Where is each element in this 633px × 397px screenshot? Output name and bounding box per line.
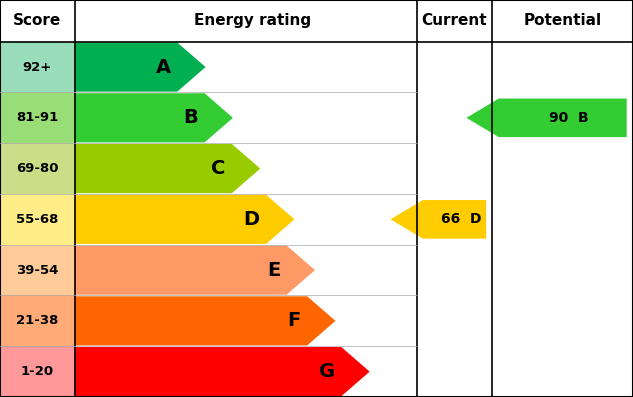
Polygon shape bbox=[75, 296, 335, 345]
Text: Score: Score bbox=[13, 13, 61, 28]
Text: 81-91: 81-91 bbox=[16, 111, 58, 124]
Text: Current: Current bbox=[422, 13, 487, 28]
Bar bbox=[0, 143, 75, 194]
Text: 21-38: 21-38 bbox=[16, 314, 58, 328]
Bar bbox=[0, 194, 75, 245]
Text: F: F bbox=[287, 311, 301, 330]
Text: 55-68: 55-68 bbox=[16, 213, 58, 226]
Polygon shape bbox=[75, 42, 206, 92]
Text: B: B bbox=[184, 108, 198, 127]
Text: D: D bbox=[244, 210, 260, 229]
Polygon shape bbox=[75, 245, 315, 295]
Text: G: G bbox=[319, 362, 335, 381]
Bar bbox=[0, 245, 75, 295]
Text: Potential: Potential bbox=[523, 13, 602, 28]
Text: 69-80: 69-80 bbox=[16, 162, 59, 175]
Bar bbox=[0, 346, 75, 397]
Text: A: A bbox=[156, 58, 171, 77]
Text: 1-20: 1-20 bbox=[21, 365, 54, 378]
Bar bbox=[0, 93, 75, 143]
Text: 90  B: 90 B bbox=[549, 111, 589, 125]
Bar bbox=[0, 42, 75, 93]
Polygon shape bbox=[75, 144, 260, 193]
Polygon shape bbox=[75, 93, 233, 143]
Text: C: C bbox=[211, 159, 225, 178]
Text: 66  D: 66 D bbox=[441, 212, 481, 226]
Polygon shape bbox=[75, 347, 370, 396]
Bar bbox=[0, 295, 75, 346]
Text: 39-54: 39-54 bbox=[16, 264, 58, 277]
Text: 92+: 92+ bbox=[23, 61, 52, 73]
Polygon shape bbox=[75, 195, 294, 244]
Text: E: E bbox=[267, 260, 280, 279]
Polygon shape bbox=[391, 200, 486, 239]
Polygon shape bbox=[467, 98, 627, 137]
Text: Energy rating: Energy rating bbox=[194, 13, 311, 28]
